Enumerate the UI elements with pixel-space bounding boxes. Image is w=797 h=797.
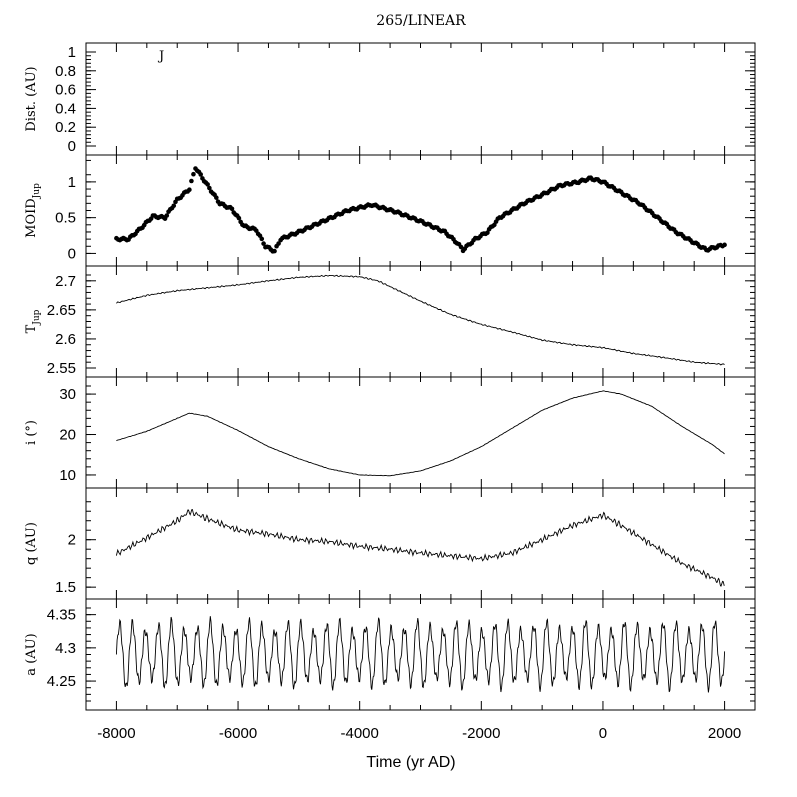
panel-a: 4.25 4.3 4.35 a (AU) — [24, 598, 755, 710]
data-point — [214, 195, 219, 200]
y-tick-label: 0.5 — [55, 210, 76, 227]
series-line-q — [115, 508, 725, 587]
x-axis-label: Time (yr AD) — [366, 754, 455, 771]
y-tick-label: 4.3 — [55, 640, 76, 657]
series-line-tjup — [116, 274, 725, 366]
y-tick-label: 1 — [68, 44, 76, 61]
y-tick-label: 2.65 — [47, 302, 76, 319]
data-point — [205, 182, 210, 187]
panel-dist: 0 0.2 0.40.6 0.8 1 Dist. (AU) J — [24, 43, 755, 155]
y-axis-label-main: Dist. (AU) — [24, 66, 39, 131]
y-tick-label: 4.35 — [47, 607, 76, 624]
chart-title: 265/LINEAR — [376, 13, 466, 29]
x-tick-label: -8000 — [97, 725, 135, 742]
data-point — [189, 178, 194, 184]
data-point — [187, 187, 192, 193]
y-axis-label-main: i (°) — [24, 420, 39, 445]
annotation-label: J — [157, 49, 164, 64]
y-axis-label: i (°) — [24, 420, 39, 445]
y-tick-label: 4.25 — [47, 673, 76, 690]
data-point — [191, 171, 196, 177]
y-tick-label: 2 — [68, 532, 76, 549]
series-line-incl — [116, 390, 725, 477]
y-tick-label: 0 — [68, 138, 76, 155]
data-point — [207, 185, 212, 191]
y-tick-label: 0.6 — [55, 82, 76, 99]
panel-incl: 10 20 30 i (°) — [24, 376, 755, 488]
panel-moid: 0 0.5 1 MOIDJup — [24, 154, 755, 266]
data-point — [272, 248, 277, 254]
y-axis-label: MOIDJup — [24, 183, 42, 238]
y-tick-label: 20 — [59, 427, 76, 444]
data-point — [236, 215, 242, 221]
y-tick-label: 30 — [59, 386, 76, 403]
y-axis-label-subscript: Jup — [32, 183, 42, 199]
data-point — [198, 172, 203, 177]
y-tick-label: 2.7 — [55, 273, 76, 290]
data-point — [458, 244, 464, 250]
data-point — [171, 203, 177, 209]
series-line-a — [115, 616, 726, 693]
data-point — [276, 241, 281, 246]
x-tick-label: -4000 — [340, 725, 378, 742]
y-tick-label: 2.55 — [47, 360, 76, 377]
y-axis-label-main: q (AU) — [24, 522, 39, 565]
y-tick-label: 0.8 — [55, 63, 76, 80]
y-axis-label: a (AU) — [24, 633, 39, 675]
y-axis-label: Dist. (AU) — [24, 66, 39, 131]
data-point — [164, 213, 170, 218]
y-tick-label: 1 — [68, 174, 76, 191]
x-tick-label: -2000 — [462, 725, 500, 742]
data-point — [485, 230, 490, 235]
y-axis-label-main: MOID — [24, 198, 39, 238]
x-tick-label: -6000 — [219, 725, 257, 742]
y-axis-label-subscript: Jup — [32, 309, 42, 325]
y-tick-label: 2.6 — [55, 331, 76, 348]
y-tick-label: 0.4 — [55, 100, 76, 117]
x-tick-label: 0 — [599, 725, 607, 742]
y-tick-label: 1.5 — [55, 579, 76, 596]
data-point — [722, 242, 727, 248]
data-point — [229, 206, 235, 212]
data-point — [259, 236, 265, 242]
x-tick-label: 2000 — [708, 725, 741, 742]
y-tick-label: 0.2 — [55, 119, 76, 136]
panel-tjup: 2.55 2.6 2.65 2.7 TJup — [24, 265, 755, 377]
y-axis-label-main: T — [24, 324, 39, 333]
y-tick-label: 0 — [68, 245, 76, 262]
y-axis-label: TJup — [24, 309, 42, 333]
data-point — [261, 241, 266, 246]
y-axis-label-main: a (AU) — [24, 633, 39, 675]
x-axis: -8000 -6000 -4000 -2000 0 2000 — [97, 725, 741, 742]
y-tick-label: 10 — [59, 467, 76, 484]
y-axis-label: q (AU) — [24, 522, 39, 565]
panel-q: 1.5 2 q (AU) — [24, 487, 755, 599]
